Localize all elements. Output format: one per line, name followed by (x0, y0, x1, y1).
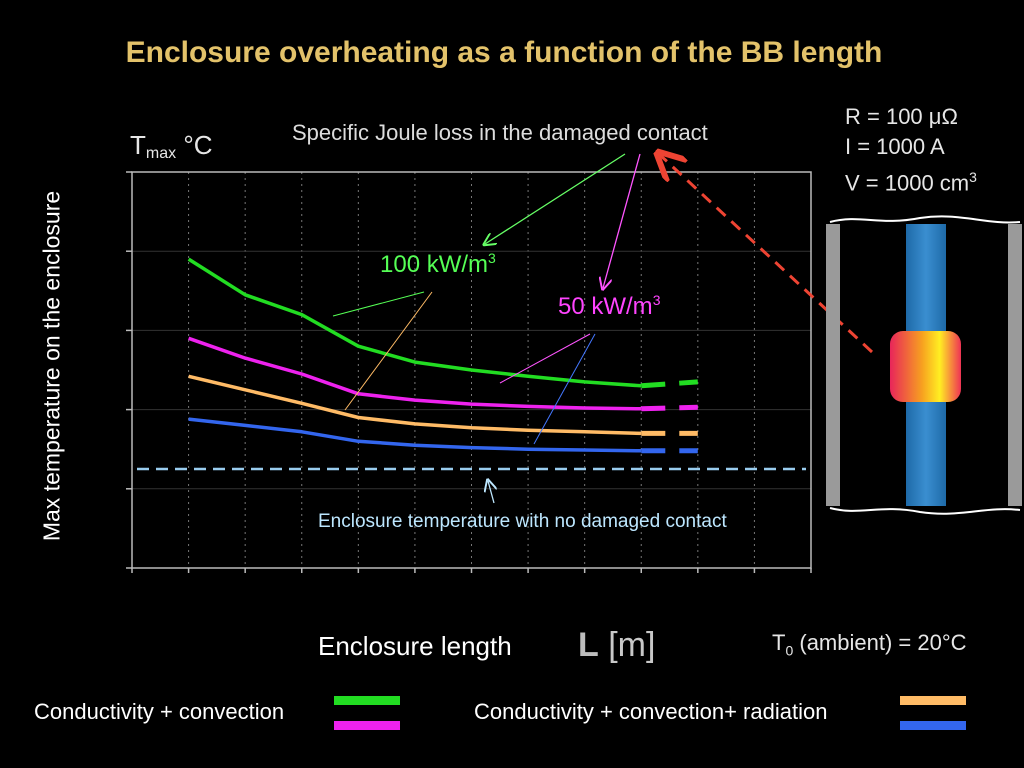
series-line-1 (187, 257, 642, 388)
page-title: Enclosure overheating as a function of t… (125, 36, 883, 69)
param-volume: V = 1000 cm3 (845, 169, 977, 196)
series-line-4 (188, 417, 642, 453)
x-axis-variable: L [m] (578, 626, 656, 664)
legend-right-label: Conductivity + convection+ radiation (474, 699, 828, 724)
legend-left-label: Conductivity + convection (34, 699, 285, 724)
grid (132, 172, 811, 568)
pointer-baseline-arrow (488, 481, 494, 504)
legend-swatch-green (334, 696, 400, 705)
pointer-50-blue (533, 333, 596, 445)
pointer-100-orange (344, 291, 433, 411)
x-axis-label: Enclosure length (318, 631, 512, 661)
axis-ticks (126, 171, 812, 573)
series-extrapolation-2 (641, 404, 698, 412)
damaged-contact (890, 331, 961, 402)
pointer-50-magenta (499, 333, 591, 384)
label-100-kw: 100 kW/m3 (380, 250, 496, 278)
pointer-green-arrow (485, 153, 626, 244)
legend-swatch-blue (900, 721, 966, 730)
enclosure-diagram (826, 215, 1022, 515)
ambient-temperature: T0 (ambient) = 20°C (772, 630, 967, 659)
parameters-block: R = 100 μΩ I = 1000 A V = 1000 cm3 (845, 102, 977, 198)
pointer-magenta-arrow (603, 153, 641, 288)
series-line-2 (188, 336, 642, 411)
y-unit-label: Tmax °C (130, 130, 213, 162)
series-line-3 (188, 374, 642, 436)
enclosure-wall-right (1008, 224, 1022, 506)
param-current: I = 1000 A (845, 134, 945, 159)
param-resistance: R = 100 μΩ (845, 104, 958, 129)
baseline-label: Enclosure temperature with no damaged co… (318, 511, 727, 532)
series-group (187, 257, 698, 454)
pointer-100-green (332, 291, 425, 317)
series-extrapolation-1 (641, 379, 698, 389)
label-50-kw: 50 kW/m3 (558, 292, 661, 320)
enclosure-wall-left (826, 224, 840, 506)
joule-loss-label: Specific Joule loss in the damaged conta… (292, 120, 708, 145)
pointer-red-arrow (660, 155, 874, 354)
legend-swatch-orange (900, 696, 966, 705)
legend-swatch-magenta (334, 721, 400, 730)
